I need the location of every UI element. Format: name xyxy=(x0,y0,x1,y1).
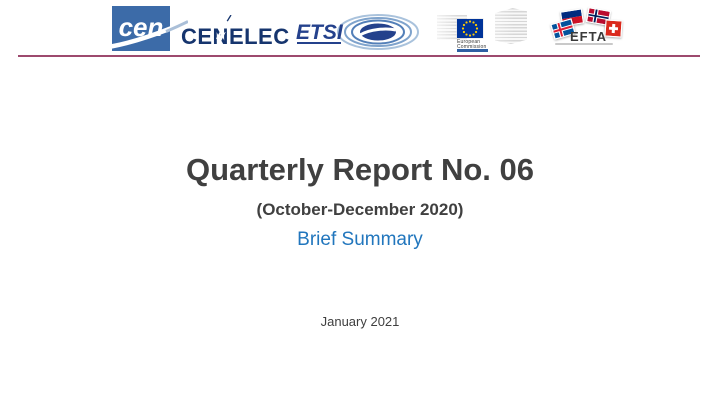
slide-subtitle: (October-December 2020) xyxy=(256,200,464,219)
cenelec-logo: CENELEC xyxy=(181,15,290,53)
efta-shadow-line xyxy=(555,43,613,45)
european-commission-logo: European Commission xyxy=(433,6,533,54)
title-block: Quarterly Report No. 06 (October-Decembe… xyxy=(0,151,720,253)
cen-logo-label: cen xyxy=(119,12,164,42)
logo-strip: cen CENELEC ETSI xyxy=(0,0,720,56)
ec-blue-bar xyxy=(457,49,488,52)
switzerland-flag-icon xyxy=(604,19,623,38)
ec-logo-label-line2: Commission xyxy=(457,43,487,50)
ec-logo-label-line1: European xyxy=(457,38,481,45)
etsi-logo: ETSI xyxy=(296,14,419,50)
norway-flag-icon xyxy=(585,7,612,26)
cenelec-logo-label: CENELEC xyxy=(181,24,290,49)
efta-logo-label: EFTA xyxy=(570,29,607,44)
slide-summary: Brief Summary xyxy=(297,229,423,250)
iceland-flag-icon xyxy=(550,18,576,40)
slide-date: January 2021 xyxy=(320,314,400,329)
etsi-logo-label: ETSI xyxy=(296,21,344,44)
efta-logo: EFTA xyxy=(550,7,626,51)
slide-title: Quarterly Report No. 06 xyxy=(186,152,534,187)
eu-flag-icon xyxy=(457,19,483,38)
ec-stripes-graphic-right xyxy=(495,8,527,44)
header-divider-line xyxy=(18,55,700,57)
cen-logo: cen xyxy=(112,6,188,51)
ec-logo-label: European Commission xyxy=(457,38,517,50)
